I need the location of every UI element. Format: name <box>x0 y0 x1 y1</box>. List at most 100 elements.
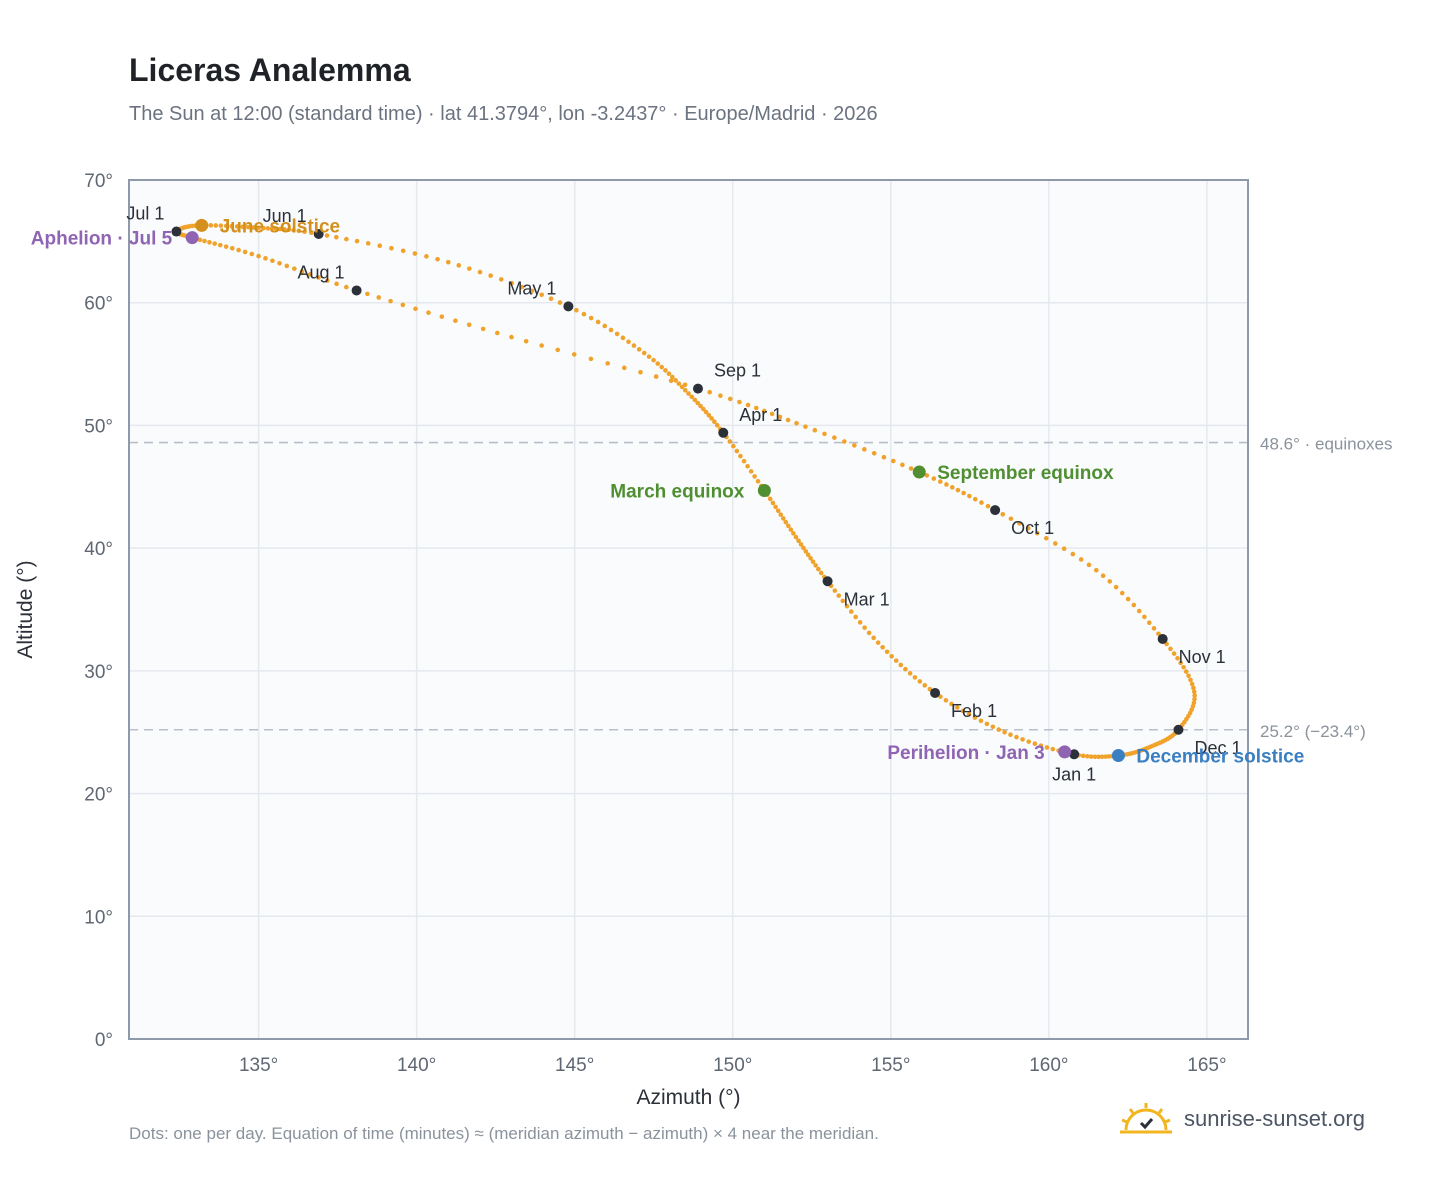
daily-dot <box>1192 696 1197 702</box>
daily-dot <box>822 431 827 437</box>
daily-dot <box>1043 535 1049 541</box>
daily-dot <box>1053 541 1058 546</box>
daily-dot <box>1034 530 1040 536</box>
daily-dot <box>435 256 440 262</box>
y-tick-label: 0° <box>95 1030 113 1051</box>
daily-dot <box>805 552 811 558</box>
plot-area <box>129 180 1248 1039</box>
month-marker <box>1173 724 1184 735</box>
daily-dot <box>803 424 808 429</box>
daily-dot <box>698 403 703 409</box>
daily-dot <box>996 727 1002 732</box>
month-marker <box>1069 749 1080 760</box>
daily-dot <box>1168 646 1173 652</box>
daily-dot <box>334 281 339 287</box>
month-marker <box>1157 633 1168 644</box>
plot-border <box>128 179 1249 1040</box>
daily-dot <box>783 519 789 525</box>
daily-dot <box>1061 546 1067 552</box>
daily-dot <box>842 439 847 444</box>
daily-dot <box>852 443 857 448</box>
daily-dot <box>937 479 943 484</box>
daily-dot <box>207 240 212 245</box>
daily-dot <box>223 244 229 249</box>
daily-dot <box>793 534 799 540</box>
daily-dot <box>1100 573 1106 579</box>
daily-dot <box>354 238 360 244</box>
daily-dot <box>1008 732 1013 738</box>
event-marker <box>1058 745 1072 759</box>
daily-dot <box>832 588 838 593</box>
daily-dot <box>922 683 928 688</box>
daily-dot <box>626 339 631 345</box>
daily-dot <box>263 256 268 261</box>
x-tick-label: 160° <box>1029 1055 1068 1076</box>
daily-dot <box>881 454 887 460</box>
event-label: December solstice <box>1136 747 1304 768</box>
daily-dot <box>344 236 349 242</box>
daily-dot <box>813 563 818 568</box>
daily-dot <box>682 387 688 393</box>
daily-dot <box>467 266 472 271</box>
daily-dot <box>706 412 712 418</box>
daily-dot <box>334 234 339 240</box>
daily-dot <box>1078 557 1084 562</box>
daily-dot <box>539 292 544 298</box>
daily-dot <box>1181 664 1186 670</box>
daily-dot <box>1151 626 1157 631</box>
daily-dot <box>277 260 282 266</box>
daily-dot <box>1178 660 1183 666</box>
daily-dot <box>794 420 799 426</box>
daily-dot <box>985 503 991 509</box>
daily-dot <box>810 559 816 565</box>
y-tick-label: 40° <box>84 539 113 560</box>
brand[interactable]: sunrise-sunset.org <box>1120 1102 1365 1136</box>
daily-dot <box>480 326 486 332</box>
x-tick-label: 145° <box>555 1055 594 1076</box>
daily-dot <box>316 275 321 280</box>
daily-dot <box>898 662 904 668</box>
daily-dot <box>523 338 529 344</box>
daily-dot <box>785 417 791 423</box>
daily-dot <box>1014 734 1019 740</box>
daily-dot <box>324 233 330 238</box>
daily-dot <box>608 327 614 333</box>
daily-dot <box>1025 525 1031 531</box>
daily-dot <box>498 277 504 282</box>
month-label: Aug 1 <box>298 262 345 282</box>
month-label: Mar 1 <box>844 589 890 609</box>
daily-dot <box>557 300 563 305</box>
daily-dot <box>812 427 818 433</box>
daily-dot <box>686 391 691 396</box>
daily-dot <box>477 269 483 275</box>
event-marker <box>1111 749 1125 763</box>
daily-dot <box>1175 655 1180 661</box>
daily-dot <box>636 347 642 352</box>
daily-dot <box>1008 516 1014 522</box>
daily-dot <box>979 500 984 505</box>
daily-dot <box>197 237 203 243</box>
daily-dot <box>668 378 674 384</box>
daily-dot <box>365 241 371 246</box>
daily-dot <box>1156 631 1161 637</box>
chart-title: Liceras Analemma <box>129 52 411 88</box>
daily-dot <box>1038 743 1044 748</box>
daily-dot <box>1113 584 1119 590</box>
daily-dot <box>602 323 608 329</box>
daily-dot <box>836 593 842 598</box>
daily-dot <box>884 649 890 655</box>
reference-line-label: 25.2° (−23.4°) <box>1260 722 1366 741</box>
daily-dot <box>509 280 514 286</box>
daily-dot <box>651 357 656 363</box>
daily-dot <box>871 635 876 641</box>
daily-dot <box>738 453 743 459</box>
daily-dot <box>785 523 791 529</box>
month-marker <box>718 427 729 438</box>
daily-dot <box>1032 741 1038 746</box>
daily-dot <box>893 658 899 663</box>
daily-dot <box>955 705 960 710</box>
daily-dot <box>445 259 451 265</box>
footnote: Dots: one per day. Equation of time (min… <box>129 1124 879 1143</box>
daily-dot <box>620 335 626 341</box>
daily-dot <box>1188 677 1193 683</box>
